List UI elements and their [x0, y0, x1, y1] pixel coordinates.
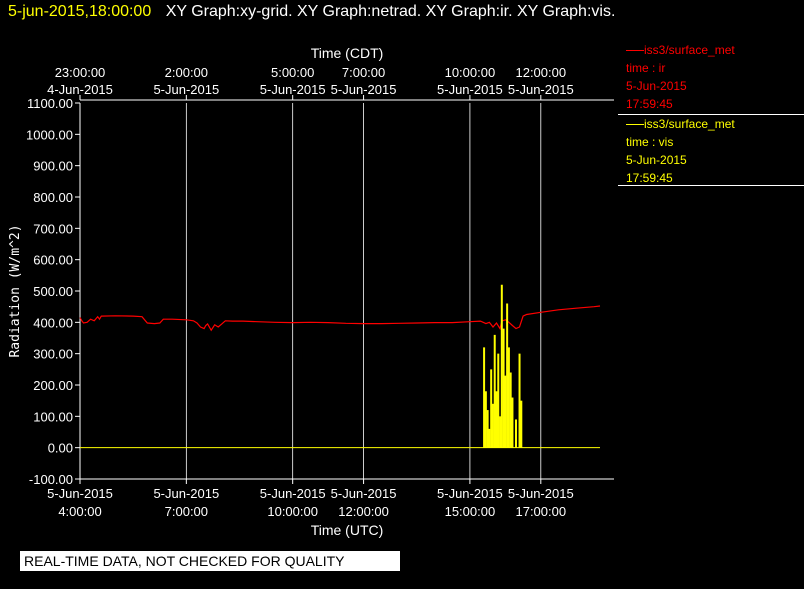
x-tick-date-bottom: 5-Jun-2015 [331, 486, 397, 501]
y-tick-label: 800.00 [33, 190, 73, 205]
legend-date-vis: 5-Jun-2015 [626, 153, 687, 167]
x-tick-date-bottom: 5-Jun-2015 [260, 486, 326, 501]
y-tick-label: 600.00 [33, 253, 73, 268]
x-tick-time-top: 5:00:00 [271, 65, 314, 80]
x-tick-time-top: 2:00:00 [165, 65, 208, 80]
legend-line-swatch-vis [626, 124, 644, 126]
header-date: 5-jun-2015,18:00:00 [8, 3, 152, 20]
x-tick-date-top: 5-Jun-2015 [153, 82, 219, 97]
y-tick-label: -100.00 [29, 472, 73, 487]
x-tick-time-bottom: 7:00:00 [165, 504, 208, 519]
x-tick-time-bottom: 17:00:00 [515, 504, 566, 519]
x-tick-date-top: 5-Jun-2015 [508, 82, 574, 97]
x-tick-time-top: 7:00:00 [342, 65, 385, 80]
y-tick-label: 900.00 [33, 159, 73, 174]
x-tick-time-bottom: 12:00:00 [338, 504, 389, 519]
x-tick-date-top: 4-Jun-2015 [47, 82, 113, 97]
x-tick-date-top: 5-Jun-2015 [260, 82, 326, 97]
x-tick-time-bottom: 15:00:00 [445, 504, 496, 519]
y-tick-label: 500.00 [33, 284, 73, 299]
legend-field-ir: time : ir [626, 61, 666, 75]
legend-date-ir: 5-Jun-2015 [626, 79, 687, 93]
x-tick-time-top: 23:00:00 [55, 65, 106, 80]
x-tick-date-top: 5-Jun-2015 [331, 82, 397, 97]
legend-source-vis: iss3/surface_met [644, 117, 735, 131]
title-bar: 5-jun-2015,18:00:00 XY Graph:xy-grid. XY… [0, 0, 804, 26]
quality-warning-banner: REAL-TIME DATA, NOT CHECKED FOR QUALITY [20, 551, 400, 571]
legend-source-ir: iss3/surface_met [644, 43, 735, 57]
x-axis-title-bottom: Time (UTC) [311, 522, 384, 538]
header-graph-list: XY Graph:xy-grid. XY Graph:netrad. XY Gr… [165, 3, 616, 20]
legend-field-vis: time : vis [626, 135, 674, 149]
x-tick-date-bottom: 5-Jun-2015 [508, 486, 574, 501]
legend-time-vis: 17:59:45 [626, 171, 673, 185]
legend-time-ir: 17:59:45 [626, 97, 673, 111]
y-tick-label: 400.00 [33, 315, 73, 330]
x-tick-date-bottom: 5-Jun-2015 [437, 486, 503, 501]
x-axis-title-top: Time (CDT) [311, 45, 384, 61]
x-tick-date-bottom: 5-Jun-2015 [153, 486, 219, 501]
y-tick-label: 1100.00 [27, 96, 73, 111]
y-tick-label: 100.00 [33, 409, 73, 424]
x-tick-time-bottom: 10:00:00 [267, 504, 318, 519]
y-axis-title: Radiation (W/m^2) [8, 224, 23, 357]
x-tick-time-top: 12:00:00 [515, 65, 566, 80]
x-tick-date-top: 5-Jun-2015 [437, 82, 503, 97]
legend-line-swatch-ir [626, 50, 644, 52]
series-line-ir [79, 305, 601, 332]
y-tick-label: 700.00 [33, 221, 73, 236]
x-tick-date-bottom: 5-Jun-2015 [47, 486, 113, 501]
x-tick-time-bottom: 4:00:00 [58, 504, 101, 519]
x-tick-time-top: 10:00:00 [445, 65, 496, 80]
legend-entry-vis: iss3/surface_met time : vis 5-Jun-2015 1… [618, 115, 804, 186]
y-tick-label: 0.00 [48, 441, 73, 456]
legend-entry-ir: iss3/surface_met time : ir 5-Jun-2015 17… [618, 38, 804, 115]
y-tick-label: 200.00 [33, 378, 73, 393]
y-tick-label: 300.00 [33, 347, 73, 362]
y-tick-label: 1000.00 [26, 127, 73, 142]
